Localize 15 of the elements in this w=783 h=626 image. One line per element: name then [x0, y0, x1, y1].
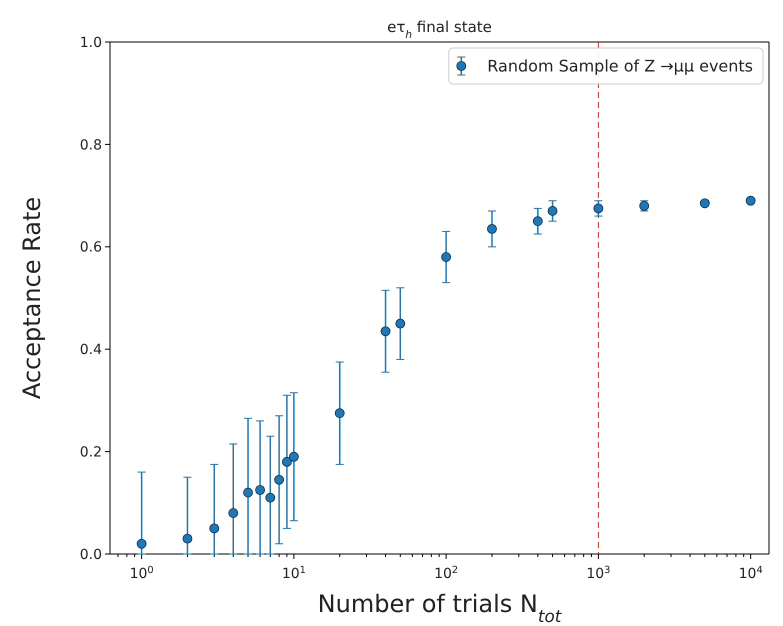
x-tick-label: 10$^{3}$ — [586, 564, 610, 582]
x-tick-label: 10$^{1}$ — [282, 564, 306, 582]
y-tick-label: 1.0 — [80, 34, 102, 51]
x-tick-label: 10$^{4}$ — [738, 564, 763, 582]
y-tick-label: 0.8 — [80, 137, 102, 154]
y-tick-label: 0.0 — [80, 546, 102, 563]
legend-label: Random Sample of Z →μμ events — [487, 56, 753, 76]
x-tick-label: 10$^{2}$ — [434, 564, 458, 582]
y-tick-label: 0.6 — [80, 240, 102, 256]
chart-title: eτ$_{h}$ final state — [387, 18, 492, 41]
y-tick-label: 0.4 — [80, 342, 102, 358]
y-tick-label: 0.2 — [80, 444, 102, 460]
y-axis-title: Acceptance Rate — [18, 196, 46, 400]
x-tick-label: 10$^{0}$ — [130, 564, 154, 582]
x-axis-title: Number of trials N$_{tot}$ — [318, 590, 563, 626]
